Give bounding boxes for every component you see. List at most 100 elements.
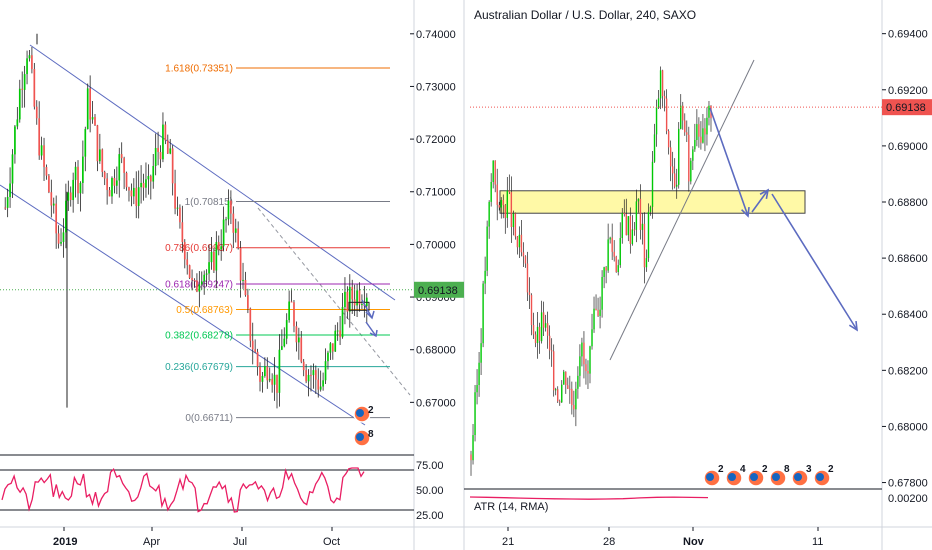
- right-candle-body: [655, 107, 658, 135]
- left-candle-body: [322, 380, 324, 387]
- right-candle-body: [603, 267, 605, 277]
- osc-ytick-label: 75.00: [416, 460, 444, 472]
- right-candle-body: [643, 223, 646, 268]
- left-candle-body: [21, 88, 24, 90]
- left-candle-body: [242, 279, 244, 281]
- left-candle-body: [145, 179, 147, 188]
- right-candle-body: [555, 389, 557, 391]
- left-candle-body: [312, 370, 315, 376]
- left-candle-body: [341, 307, 344, 338]
- left-candle-body: [4, 207, 7, 209]
- right-candle-body: [641, 223, 644, 230]
- right-candle-body: [661, 70, 664, 97]
- left-candle-body: [358, 290, 361, 305]
- right-candle-body: [601, 276, 603, 310]
- right-candle-body: [502, 200, 504, 206]
- left-candle-body: [169, 148, 172, 154]
- right-candle-body: [516, 236, 519, 248]
- left-ytick-label: 0.67000: [416, 397, 456, 409]
- left-candle-body: [33, 69, 36, 107]
- left-candle-body: [234, 228, 237, 233]
- right-candle-body: [559, 401, 561, 403]
- right-candle-body: [669, 147, 672, 167]
- left-candle-body: [307, 374, 310, 382]
- left-candle-body: [79, 182, 82, 194]
- right-candle-body: [546, 323, 549, 336]
- left-candle-body: [196, 280, 198, 292]
- left-candle-body: [120, 154, 123, 159]
- left-candle-body: [227, 200, 230, 220]
- left-candle-body: [198, 284, 201, 292]
- fib-level-label: 1.618(0.73351): [165, 63, 233, 74]
- left-candle-body: [11, 154, 14, 184]
- left-candle-body: [130, 190, 133, 197]
- event-flag-icon-inner: [356, 409, 364, 417]
- right-candle-body: [676, 184, 678, 187]
- right-candle-body: [557, 389, 559, 402]
- left-ytick-label: 0.74000: [416, 29, 456, 41]
- right-candle-body: [673, 173, 676, 187]
- right-candle-body: [506, 190, 509, 218]
- left-candle-body: [278, 349, 281, 393]
- right-candle-body: [544, 323, 547, 328]
- left-candle-body: [346, 291, 349, 312]
- left-candle-body: [210, 251, 213, 263]
- right-ytick-label: 0.69400: [888, 29, 928, 41]
- left-candle-body: [149, 176, 152, 182]
- left-candle-body: [77, 166, 79, 194]
- left-candle-body: [261, 375, 264, 382]
- right-candle-body: [534, 334, 537, 343]
- left-xtick-label: Oct: [323, 536, 340, 548]
- left-candle-body: [256, 351, 259, 367]
- right-candle-body: [623, 212, 625, 215]
- event-flag-count: 2: [368, 405, 374, 416]
- right-candle-body: [587, 371, 589, 374]
- right-candle-body: [690, 160, 692, 182]
- left-candle-body: [162, 124, 164, 160]
- right-candle-body: [649, 206, 652, 212]
- left-candle-body: [152, 166, 155, 182]
- left-candle-body: [215, 242, 218, 271]
- right-candle-body: [528, 292, 531, 296]
- fib-level-label: 0.382(0.68278): [165, 331, 233, 342]
- left-candle-body: [43, 145, 45, 168]
- fib-level-label: 1(0.70815): [185, 197, 233, 208]
- right-candle-body: [667, 131, 670, 148]
- right-candle-body: [678, 128, 680, 185]
- left-ytick-label: 0.71000: [416, 187, 456, 199]
- left-candle-body: [94, 117, 96, 126]
- right-candle-body: [530, 295, 533, 326]
- left-candle-body: [6, 196, 9, 208]
- right-candle-body: [552, 351, 555, 391]
- left-candle-body: [247, 295, 249, 309]
- left-candle-body: [103, 171, 106, 179]
- event-flag-count: 8: [784, 464, 790, 475]
- right-candle-body: [619, 238, 621, 266]
- left-last-price-label: 0.69138: [418, 285, 458, 297]
- right-candle-body: [508, 190, 511, 193]
- right-ytick-label: 0.68400: [888, 309, 928, 321]
- right-candle-body: [635, 201, 638, 230]
- left-candle-body: [276, 374, 278, 393]
- left-candle-body: [48, 175, 50, 193]
- left-candle-body: [314, 370, 317, 380]
- left-candle-body: [302, 361, 305, 371]
- left-candle-body: [65, 200, 67, 233]
- right-ytick-label: 0.67800: [888, 478, 928, 490]
- left-candle-body: [137, 187, 140, 206]
- left-candle-body: [118, 154, 121, 181]
- left-candle-body: [52, 203, 55, 206]
- right-candle-body: [512, 213, 515, 228]
- left-candle-body: [285, 320, 288, 339]
- right-candle-body: [593, 308, 595, 330]
- left-candle-body: [60, 241, 62, 244]
- left-candle-body: [50, 192, 53, 206]
- left-candle-body: [106, 178, 108, 191]
- left-candle-body: [86, 88, 89, 130]
- right-candle-body: [514, 213, 517, 237]
- atr-line: [469, 496, 709, 500]
- right-candle-body: [524, 256, 527, 264]
- right-candle-body: [565, 371, 567, 386]
- left-candle-body: [208, 262, 210, 274]
- right-candle-body: [478, 362, 480, 386]
